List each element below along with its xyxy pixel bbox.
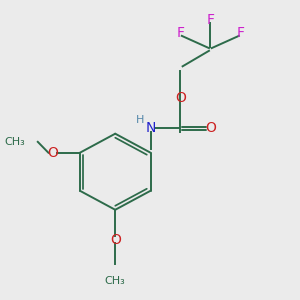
Text: N: N xyxy=(146,121,156,135)
Text: O: O xyxy=(110,233,121,247)
Text: H: H xyxy=(136,115,144,125)
Text: CH₃: CH₃ xyxy=(5,137,26,147)
Text: O: O xyxy=(205,121,216,135)
Text: O: O xyxy=(175,92,186,105)
Text: F: F xyxy=(176,26,184,40)
Text: F: F xyxy=(206,13,214,27)
Text: F: F xyxy=(236,26,244,40)
Text: CH₃: CH₃ xyxy=(105,276,126,286)
Text: O: O xyxy=(47,146,58,160)
